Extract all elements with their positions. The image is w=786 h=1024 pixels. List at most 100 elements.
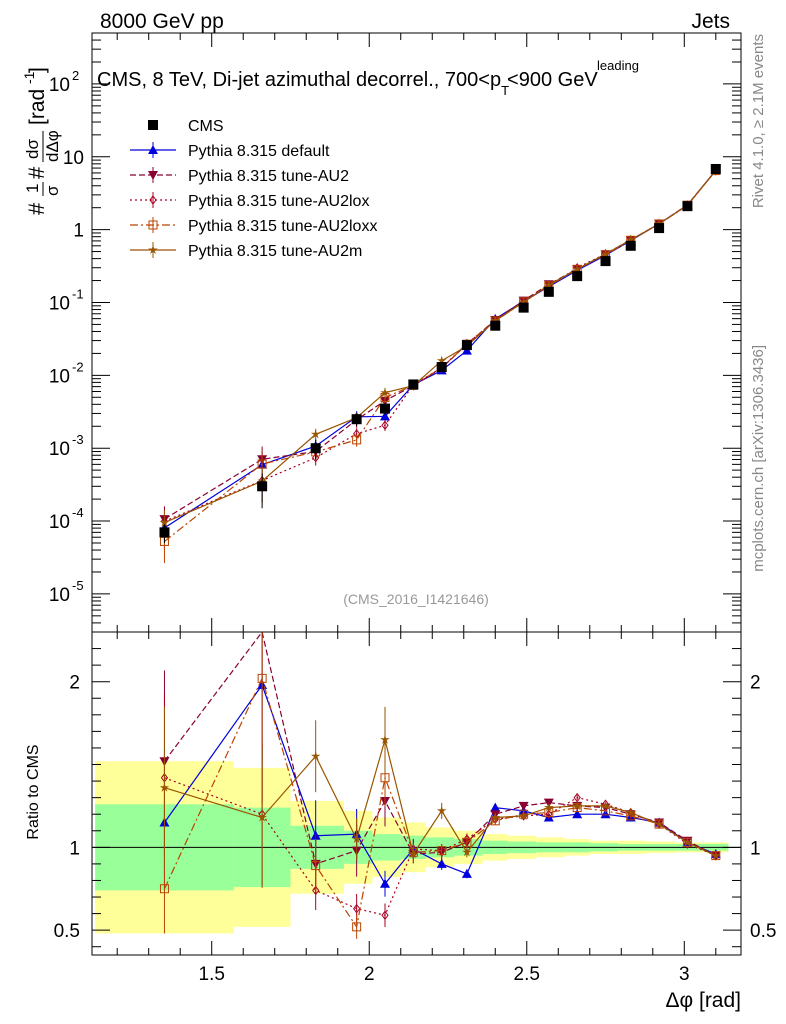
legend-label-5: Pythia 8.315 tune-AU2m xyxy=(188,243,362,260)
series-4-point-9 xyxy=(518,297,529,307)
series-2-point-2 xyxy=(312,452,320,463)
legend-label-0: CMS xyxy=(188,118,224,135)
ylabel-frac2-den: dΔφ xyxy=(43,130,62,162)
cms-point-12 xyxy=(600,256,611,267)
cms-point-2 xyxy=(310,443,321,454)
legend-entry-4: Pythia 8.315 tune-AU2loxx xyxy=(130,217,377,235)
x-tick-label-2: 2.5 xyxy=(514,964,540,985)
series-4-point-8 xyxy=(490,315,500,325)
ratio-4-point-3 xyxy=(351,834,362,844)
ratio-2-point-3 xyxy=(353,903,361,914)
ratio-4-point-5 xyxy=(408,849,419,858)
ratio-y-label: Ratio to CMS xyxy=(25,744,42,839)
series-4-point-13 xyxy=(626,234,636,244)
ylabel-frac2-num: dσ xyxy=(23,139,42,159)
x-tick-label-0: 1.5 xyxy=(199,964,225,985)
ratio-4-point-11 xyxy=(572,800,582,810)
y-tick-exp-1: -4 xyxy=(72,505,84,520)
ratio-tick-label-right-2: 2 xyxy=(750,673,761,694)
ylabel-unit: [rad xyxy=(26,89,49,125)
y-axis-label: # 1 σ # dσ dΔφ [rad -1 ] xyxy=(21,67,62,215)
x-axis-label: Δφ [rad] xyxy=(666,989,742,1012)
cms-point-8 xyxy=(490,320,501,331)
ratio-1-point-9 xyxy=(518,801,529,811)
ratio-3-point-4 xyxy=(380,773,390,783)
series-4-point-2 xyxy=(310,429,321,439)
legend: CMS Pythia 8.315 default Pythia 8.315 tune… xyxy=(130,118,377,260)
ratio-3-point-7 xyxy=(462,837,472,847)
series-4-point-11 xyxy=(572,264,582,274)
legend-marker-0 xyxy=(148,120,158,130)
ratio-4-point-7 xyxy=(462,847,472,857)
ratio-4-point-0 xyxy=(159,782,170,792)
ratio-0-point-4 xyxy=(379,878,390,888)
cms-point-6 xyxy=(436,362,447,373)
y-tick-label-4: 10 xyxy=(49,293,70,314)
cms-point-5 xyxy=(408,379,419,390)
mcplots-label: mcplots.cern.ch [arXiv:1306.3436] xyxy=(750,345,767,572)
legend-label-3: Pythia 8.315 tune-AU2lox xyxy=(188,193,369,210)
ylabel-hash2: # xyxy=(24,166,49,179)
ylabel-frac1-den: σ xyxy=(43,185,62,196)
ratio-4-point-12 xyxy=(600,800,611,810)
y-tick-label-6: 10 xyxy=(63,148,84,169)
plot-title-sup: leading xyxy=(597,58,639,73)
x-tick-label-3: 3 xyxy=(679,964,690,985)
ratio-4-point-14 xyxy=(654,819,664,829)
legend-entry-3: Pythia 8.315 tune-AU2lox xyxy=(130,192,369,210)
legend-entry-0: CMS xyxy=(148,118,224,135)
series-4-point-6 xyxy=(436,355,447,365)
cms-point-11 xyxy=(572,271,583,282)
legend-entry-1: Pythia 8.315 default xyxy=(130,142,330,160)
ratio-2-point-2 xyxy=(312,885,320,896)
ratio-2-point-10 xyxy=(545,809,553,820)
series-4-point-0 xyxy=(159,517,170,527)
ratio-2-point-12 xyxy=(601,799,610,810)
y-tick-exp-4: -1 xyxy=(72,286,84,301)
y-tick-exp-2: -3 xyxy=(72,432,84,447)
legend-marker-4 xyxy=(148,220,158,230)
ratio-3-point-3 xyxy=(352,922,362,932)
ratio-4-point-2 xyxy=(310,751,321,761)
ratio-2-point-4 xyxy=(381,910,389,921)
plot-title-main: CMS, 8 TeV, Di-jet azimuthal decorrel., … xyxy=(97,69,501,91)
ratio-4-point-15 xyxy=(682,837,693,847)
cms-point-4 xyxy=(379,403,390,414)
y-tick-exp-7: 2 xyxy=(72,68,79,83)
y-tick-label-0: 10 xyxy=(49,585,70,606)
legend-label-4: Pythia 8.315 tune-AU2loxx xyxy=(188,218,377,235)
series-4-point-10 xyxy=(544,280,554,290)
y-tick-exp-0: -5 xyxy=(72,578,84,593)
series-4-point-4 xyxy=(380,387,390,397)
legend-entry-2: Pythia 8.315 tune-AU2 xyxy=(130,167,349,185)
cms-point-16 xyxy=(710,163,721,174)
series-line-2 xyxy=(164,170,717,522)
ratio-series-lines xyxy=(159,630,721,939)
legend-label-1: Pythia 8.315 default xyxy=(188,143,330,160)
ratio-0-point-11 xyxy=(572,809,583,819)
ratio-0-point-8 xyxy=(490,802,501,812)
ratio-plot-frame xyxy=(91,631,742,956)
series-4-point-12 xyxy=(600,249,611,259)
legend-marker-2 xyxy=(148,171,158,180)
ratio-tick-label-right-1: 1 xyxy=(750,838,761,859)
ylabel-frac1-num: 1 xyxy=(23,184,42,193)
cms-point-3 xyxy=(351,414,362,425)
y-tick-label-2: 10 xyxy=(49,439,70,460)
beam-label: 8000 GeV pp xyxy=(100,10,224,33)
cms-point-0 xyxy=(159,527,170,538)
ratio-4-point-13 xyxy=(626,807,636,817)
cms-point-7 xyxy=(461,340,472,351)
legend-marker-5 xyxy=(148,245,158,254)
ratio-0-point-7 xyxy=(461,868,472,878)
x-tick-label-1: 2 xyxy=(364,964,375,985)
ratio-3-point-1 xyxy=(257,673,267,683)
ylabel-unit-close: ] xyxy=(26,67,49,73)
y-tick-label-1: 10 xyxy=(49,512,70,533)
analysis-id: (CMS_2016_I1421646) xyxy=(343,591,489,607)
ratio-3-point-0 xyxy=(159,884,169,894)
ratio-4-point-6 xyxy=(436,805,447,815)
ratio-4-point-1 xyxy=(257,812,267,822)
process-label: Jets xyxy=(691,10,730,33)
